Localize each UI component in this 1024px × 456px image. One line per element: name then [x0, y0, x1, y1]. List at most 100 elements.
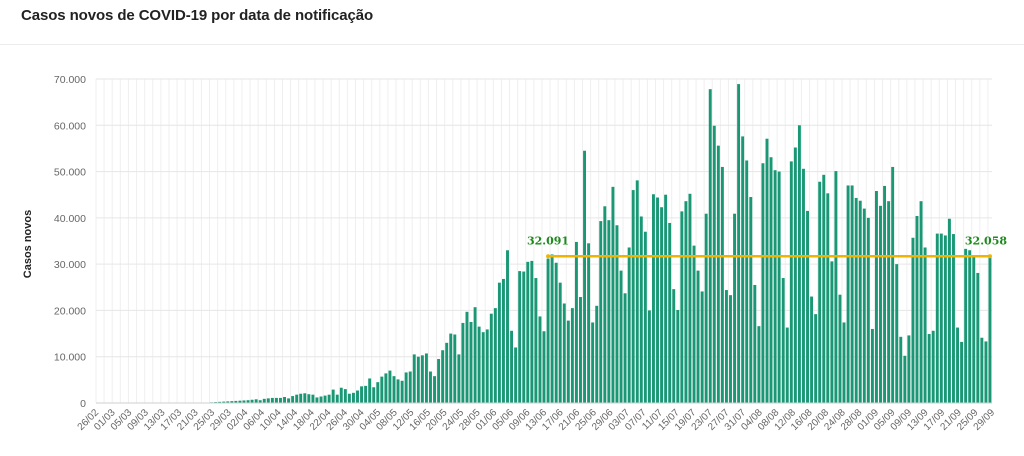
bar [664, 194, 668, 403]
bar [303, 393, 307, 403]
average-end-marker [987, 254, 992, 259]
bar [542, 331, 546, 403]
bar [550, 254, 554, 403]
bar [558, 282, 562, 403]
y-tick-label: 40.000 [54, 213, 86, 225]
bar [591, 322, 595, 403]
bar [335, 394, 339, 403]
bar [789, 161, 793, 403]
bar [473, 307, 477, 403]
bar [822, 174, 826, 403]
bar [424, 353, 428, 403]
bars [197, 84, 992, 404]
page-title: Casos novos de COVID-19 por data de noti… [21, 7, 374, 24]
bar [295, 394, 299, 403]
y-tick-label: 20.000 [54, 305, 86, 317]
bar [242, 400, 246, 403]
bar [250, 399, 254, 403]
bar [708, 89, 712, 404]
y-tick-label: 70.000 [54, 74, 86, 86]
bar [830, 261, 834, 403]
bar [639, 216, 643, 403]
bar [226, 401, 230, 403]
bar [757, 326, 761, 403]
bar [457, 354, 461, 403]
bar [956, 327, 959, 403]
bar [412, 354, 416, 403]
bar [781, 278, 785, 403]
bar [493, 308, 497, 403]
bar [899, 336, 903, 403]
bar [773, 170, 777, 403]
bar [408, 371, 412, 403]
average-start-marker [546, 254, 551, 259]
bar [392, 376, 396, 403]
bar [331, 389, 335, 403]
bar [510, 330, 514, 403]
bar [218, 401, 222, 403]
bar [254, 399, 258, 403]
gridlines [95, 78, 992, 404]
bar [652, 194, 655, 403]
bar [802, 168, 805, 403]
bar [964, 248, 968, 403]
bar [234, 400, 238, 403]
bar [903, 355, 907, 403]
bar [400, 380, 404, 403]
bar [879, 205, 882, 403]
bar [720, 166, 724, 403]
bar [923, 247, 927, 403]
bar [676, 309, 680, 403]
bar [980, 337, 984, 403]
bar [433, 376, 436, 403]
bar [441, 350, 445, 403]
bar [574, 241, 578, 403]
bar [595, 305, 599, 403]
bar [347, 393, 351, 403]
bar [846, 185, 850, 403]
bar [733, 213, 737, 403]
bar [724, 290, 728, 403]
bar [753, 284, 757, 403]
bar [526, 261, 530, 403]
bar [907, 335, 911, 403]
bar [287, 398, 291, 403]
bar [988, 254, 992, 403]
bar [477, 326, 481, 403]
bar [862, 208, 866, 403]
bar [485, 329, 489, 403]
bar [222, 401, 226, 403]
y-tick-label: 0 [80, 398, 86, 410]
bar [299, 393, 303, 403]
bar [522, 271, 526, 403]
bar [915, 216, 919, 403]
bar [258, 400, 262, 403]
bar [307, 394, 311, 403]
bar [696, 270, 700, 403]
bar [583, 150, 586, 403]
bar [643, 231, 647, 403]
bar [607, 220, 611, 403]
bar [315, 397, 319, 403]
bar [230, 401, 234, 403]
bar [449, 333, 453, 403]
bar [481, 332, 485, 403]
bar [506, 250, 509, 403]
title-divider [0, 44, 1024, 45]
bar [274, 397, 278, 403]
bar [919, 201, 923, 403]
bar [445, 342, 449, 403]
bar [870, 328, 874, 403]
bar [943, 235, 947, 403]
bar [323, 395, 327, 403]
bar [615, 225, 619, 403]
bar [716, 145, 720, 403]
y-tick-label: 10.000 [54, 352, 86, 364]
average-line-group: 32.091 32.058 [527, 234, 1007, 259]
bar [972, 257, 976, 403]
bar [883, 185, 887, 403]
bar [319, 396, 323, 403]
bar [437, 359, 441, 403]
bar [502, 278, 505, 403]
